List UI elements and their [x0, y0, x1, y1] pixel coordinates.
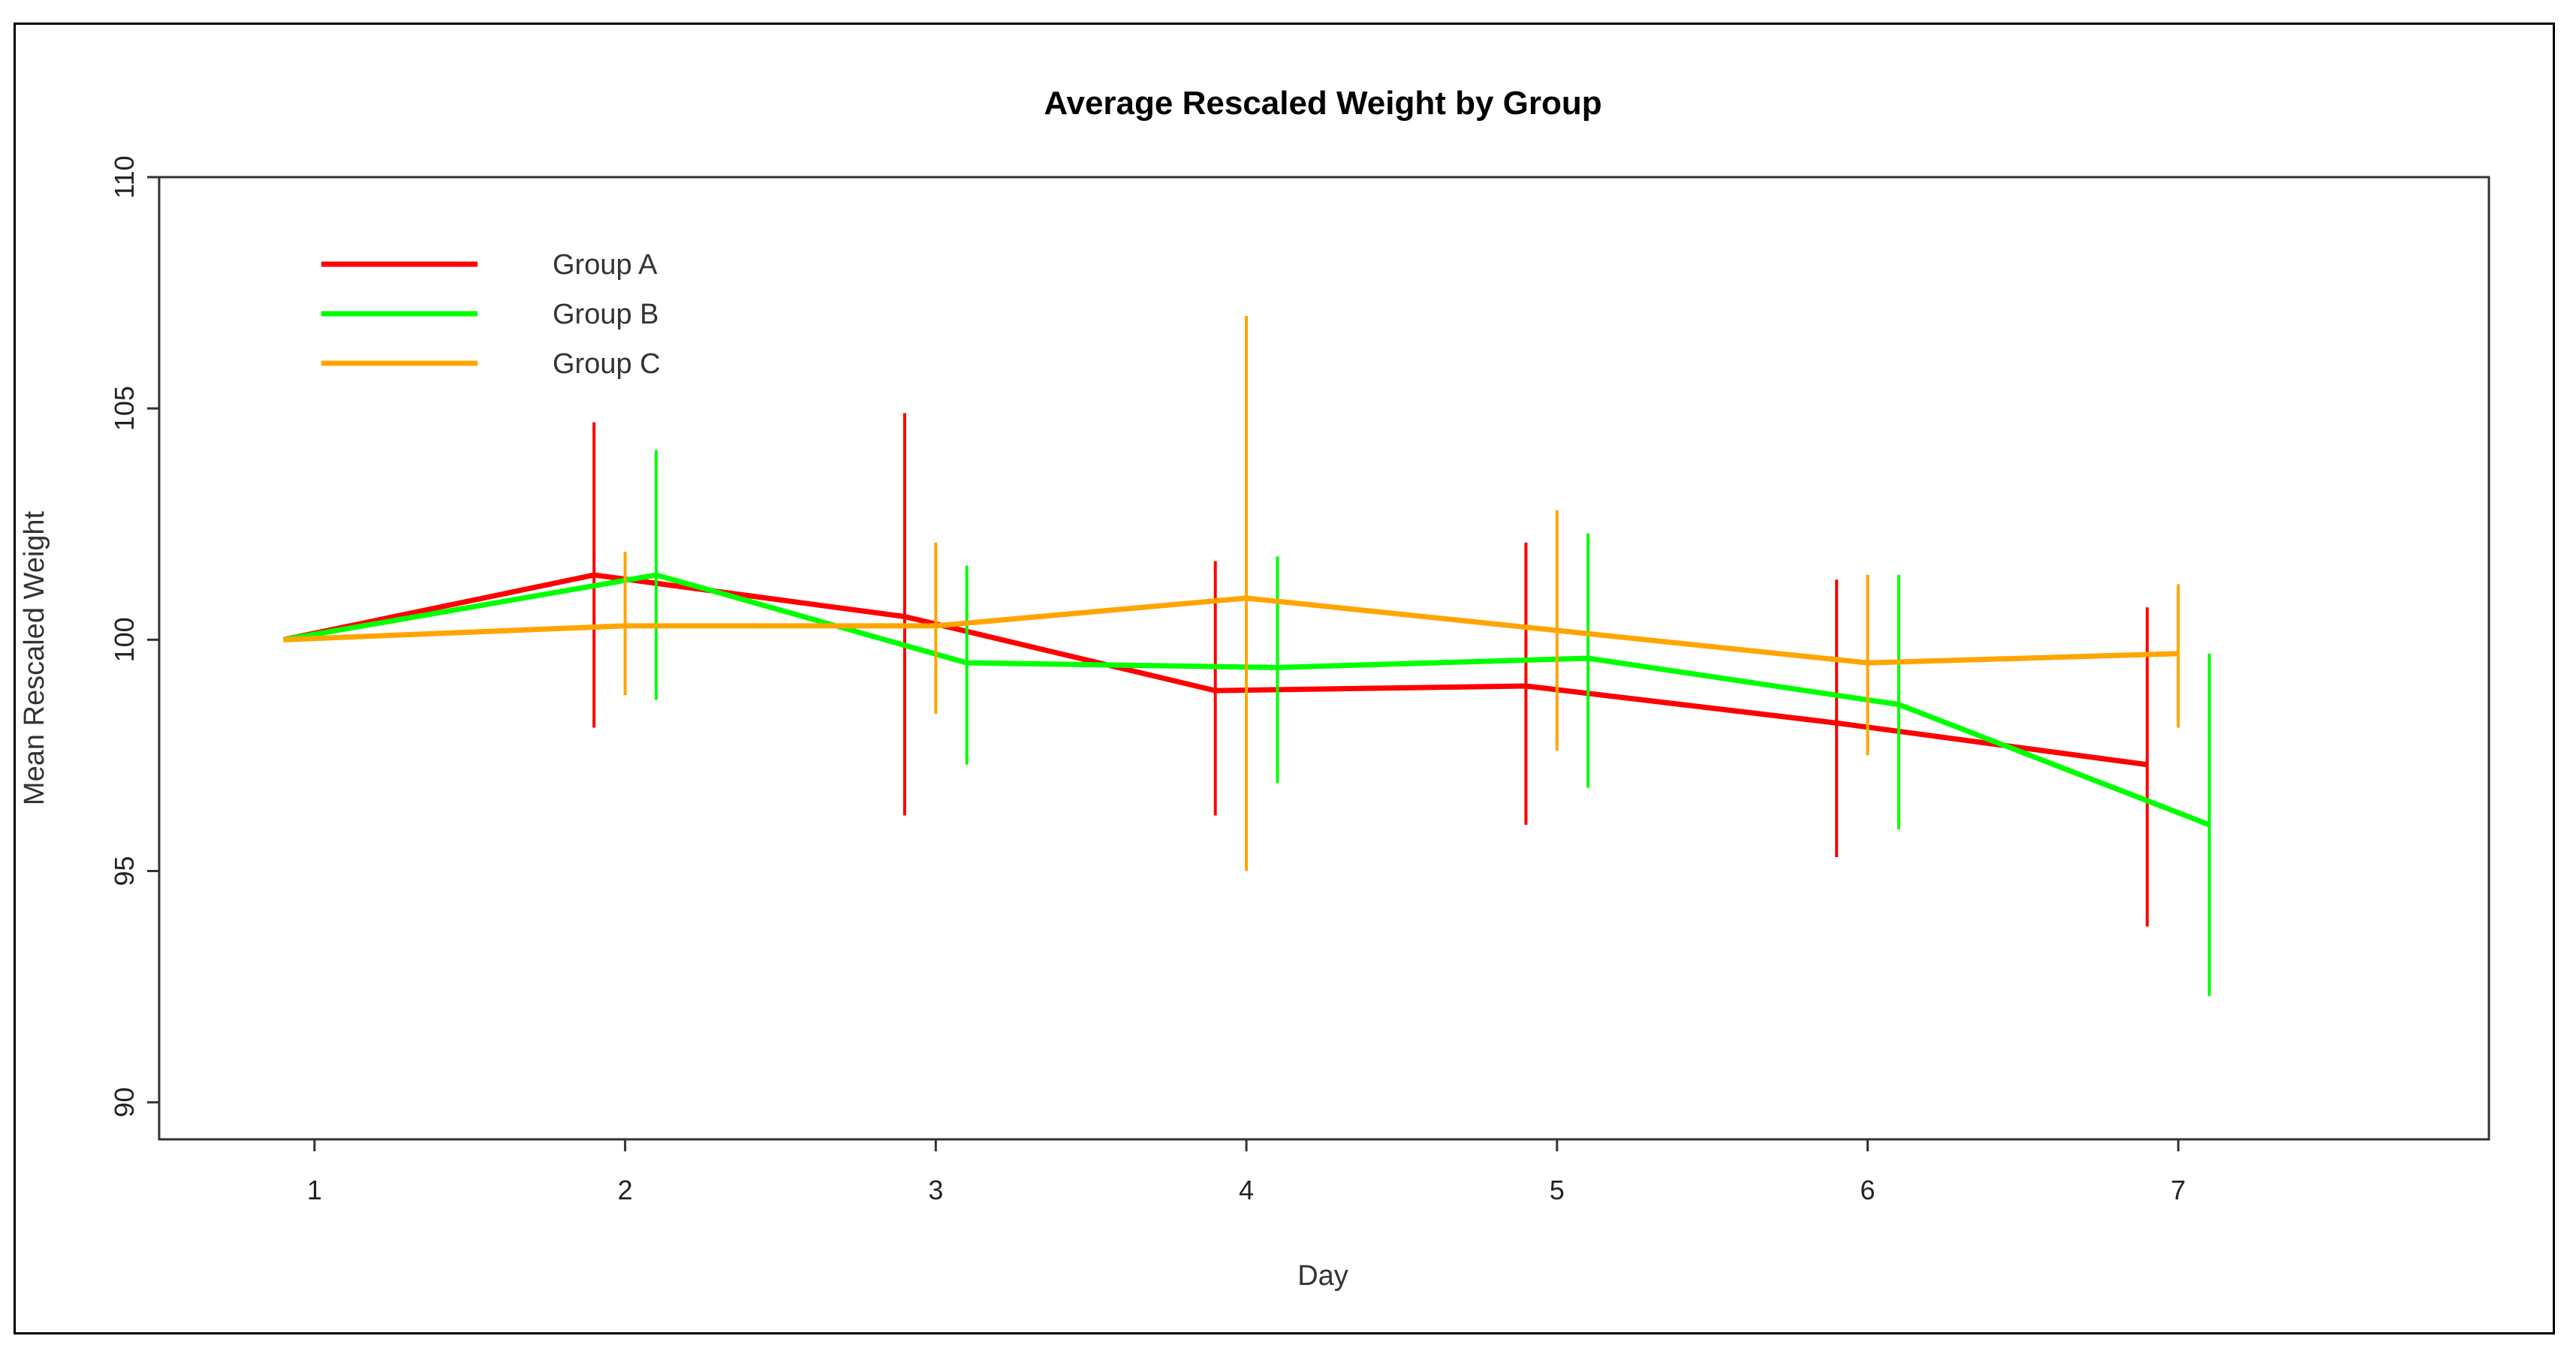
x-tick-label: 5 [1550, 1175, 1565, 1205]
series-line [282, 572, 2148, 768]
series-group-b [282, 450, 2211, 996]
x-axis: 1 2 3 4 5 6 7 [307, 1139, 2186, 1205]
legend-label: Group A [553, 249, 658, 281]
chart-frame [14, 23, 2555, 1334]
x-tick-label: 4 [1239, 1175, 1254, 1205]
series-line [283, 595, 2179, 666]
x-axis-label: Day [1297, 1260, 1348, 1292]
plot-area [158, 176, 2490, 1141]
series-layer [282, 315, 2211, 996]
series-group-c [283, 315, 2180, 871]
series-line [282, 572, 2210, 828]
y-tick-label: 110 [109, 155, 140, 198]
legend-label: Group C [553, 348, 661, 380]
legend-label: Group B [553, 299, 659, 330]
x-tick-label: 3 [928, 1175, 943, 1205]
y-tick-label: 100 [109, 617, 140, 662]
x-tick-label: 7 [2171, 1175, 2186, 1205]
y-tick-label: 90 [109, 1088, 140, 1118]
y-tick-label: 95 [109, 856, 140, 886]
legend: Group A Group B Group C [321, 249, 661, 380]
y-axis-label: Mean Rescaled Weight [19, 510, 50, 805]
x-tick-label: 6 [1860, 1175, 1876, 1205]
x-tick-label: 1 [307, 1175, 322, 1205]
y-tick-label: 105 [109, 386, 140, 431]
x-tick-label: 2 [618, 1175, 633, 1205]
y-axis: 90 95 100 105 110 [109, 155, 161, 1118]
chart-title: Average Rescaled Weight by Group [1044, 85, 1601, 122]
